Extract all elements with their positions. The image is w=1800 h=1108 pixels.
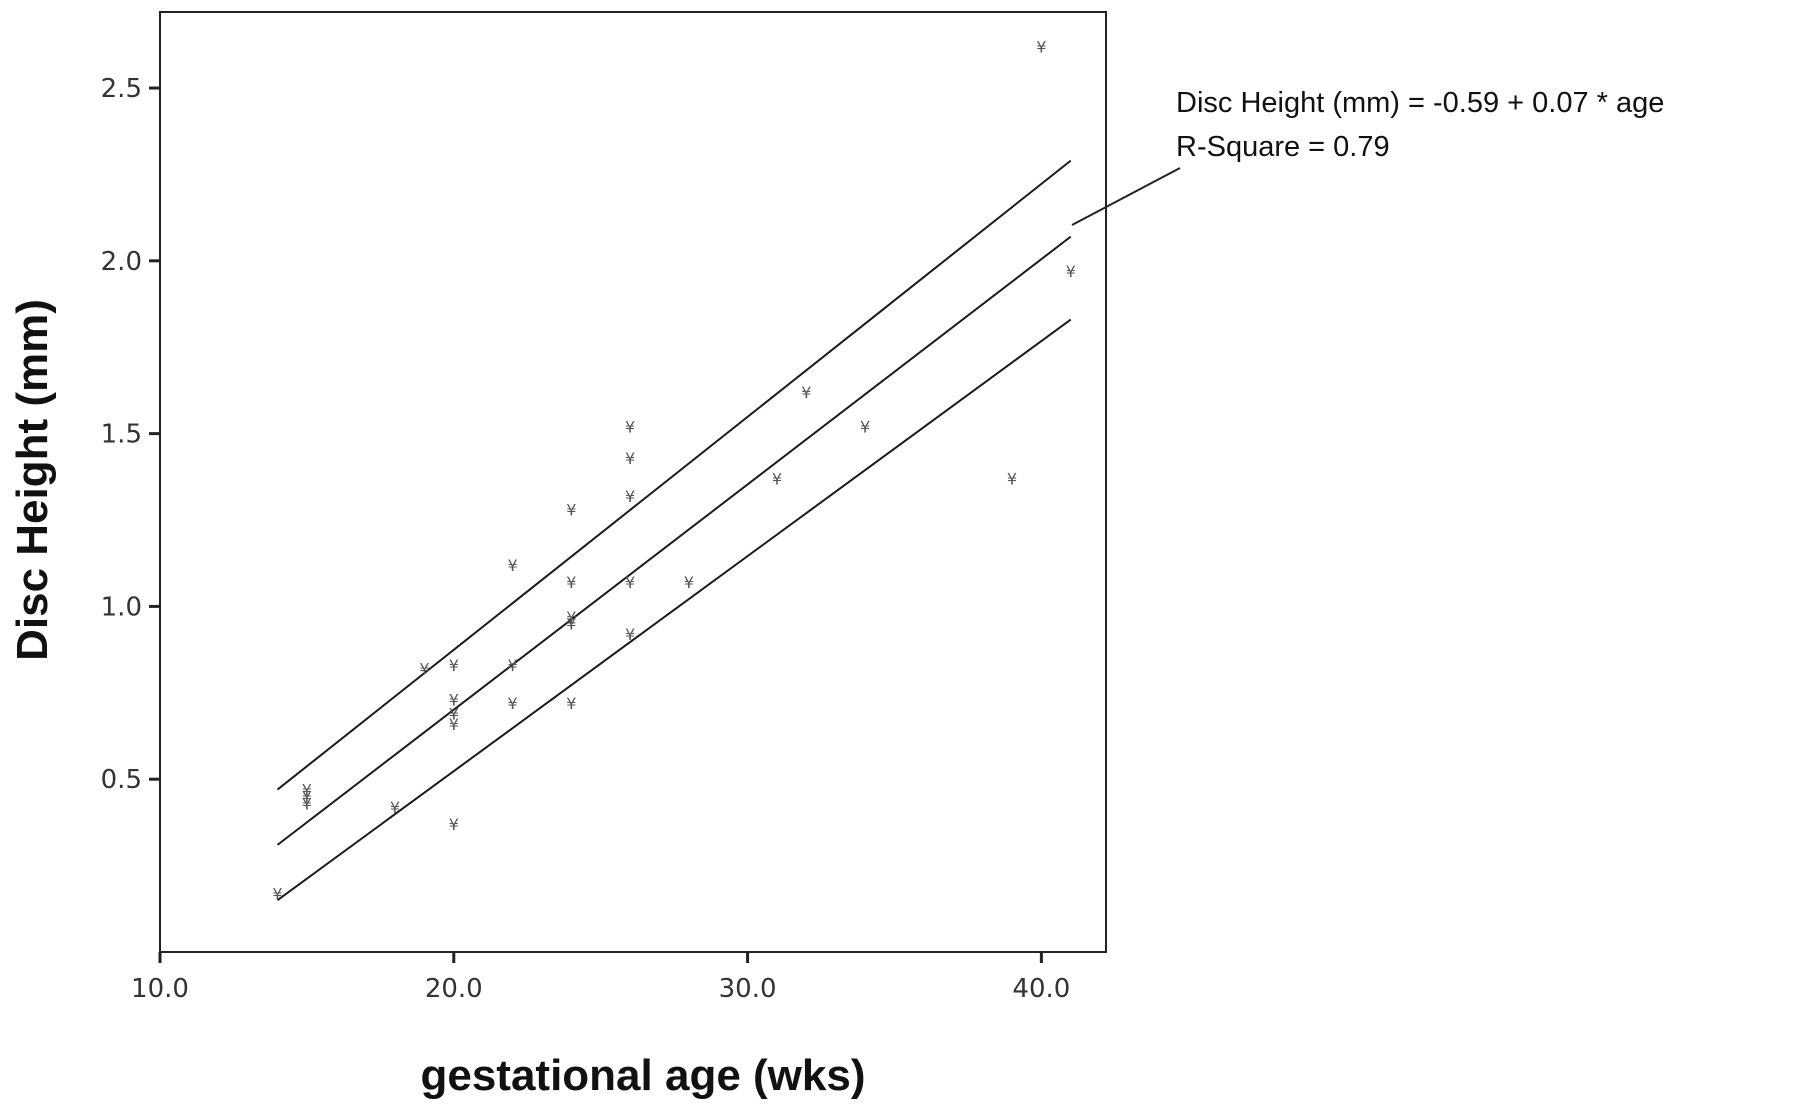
data-point: ¥ — [302, 781, 312, 800]
data-point: ¥ — [566, 615, 576, 634]
data-point: ¥ — [449, 691, 459, 710]
y-axis: 0.5 1.0 1.5 2.0 2.5 — [101, 74, 160, 795]
data-point: ¥ — [860, 418, 870, 437]
data-point: ¥ — [449, 656, 459, 675]
data-point: ¥ — [449, 815, 459, 834]
data-point: ¥ — [272, 884, 282, 903]
data-point: ¥ — [566, 501, 576, 520]
y-tick-label: 2.0 — [101, 247, 142, 277]
y-tick-label: 1.0 — [101, 592, 142, 622]
data-points: ¥¥¥¥¥¥ ¥¥¥¥¥¥¥¥¥¥¥¥¥¥¥¥¥¥¥¥¥¥¥¥¥ — [272, 38, 1075, 904]
y-tick-label: 2.5 — [101, 74, 142, 104]
data-point: ¥ — [625, 418, 635, 437]
x-axis-title: gestational age (wks) — [420, 1051, 865, 1100]
data-point: ¥ — [566, 608, 576, 627]
data-point: ¥ — [507, 556, 517, 575]
y-axis-title: Disc Height (mm) — [8, 299, 57, 661]
y-tick-label: 1.5 — [101, 420, 142, 450]
confidence-lines — [276, 159, 1072, 901]
x-tick-label: 40.0 — [1012, 974, 1070, 1004]
data-point: ¥ — [1066, 262, 1076, 281]
annotation-leader-line — [1071, 167, 1181, 226]
data-point: ¥ — [625, 449, 635, 468]
data-point: ¥ — [684, 573, 694, 592]
r-square-label: R-Square = 0.79 — [1176, 131, 1390, 163]
data-point: ¥ — [449, 715, 459, 734]
x-tick-label: 20.0 — [425, 974, 483, 1004]
data-point: ¥ — [302, 794, 312, 813]
data-point: ¥ — [625, 487, 635, 506]
data-point: ¥ — [566, 694, 576, 713]
fit-line — [276, 235, 1072, 846]
data-point: ¥ — [625, 573, 635, 592]
data-point: ¥ — [507, 694, 517, 713]
x-axis: 10.0 20.0 30.0 40.0 — [131, 952, 1070, 1004]
data-point: ¥ — [1036, 38, 1046, 57]
data-point: ¥ — [507, 656, 517, 675]
y-tick-label: 0.5 — [101, 765, 142, 795]
upper-ci-line — [276, 159, 1072, 791]
x-tick-label: 30.0 — [719, 974, 777, 1004]
regression-equation: Disc Height (mm) = -0.59 + 0.07 * age — [1176, 87, 1664, 119]
data-point: ¥ — [302, 787, 312, 806]
data-point: ¥ — [625, 625, 635, 644]
data-point: ¥ — [419, 660, 429, 679]
x-tick-label: 10.0 — [131, 974, 189, 1004]
data-point: ¥ — [449, 705, 459, 724]
data-point: ¥ — [801, 383, 811, 402]
data-point: ¥ — [566, 573, 576, 592]
plot-frame — [159, 11, 1107, 953]
lower-ci-line — [276, 318, 1072, 901]
data-point: ¥ — [772, 470, 782, 489]
data-point: ¥ — [1007, 470, 1017, 489]
data-point: ¥ — [390, 798, 400, 817]
